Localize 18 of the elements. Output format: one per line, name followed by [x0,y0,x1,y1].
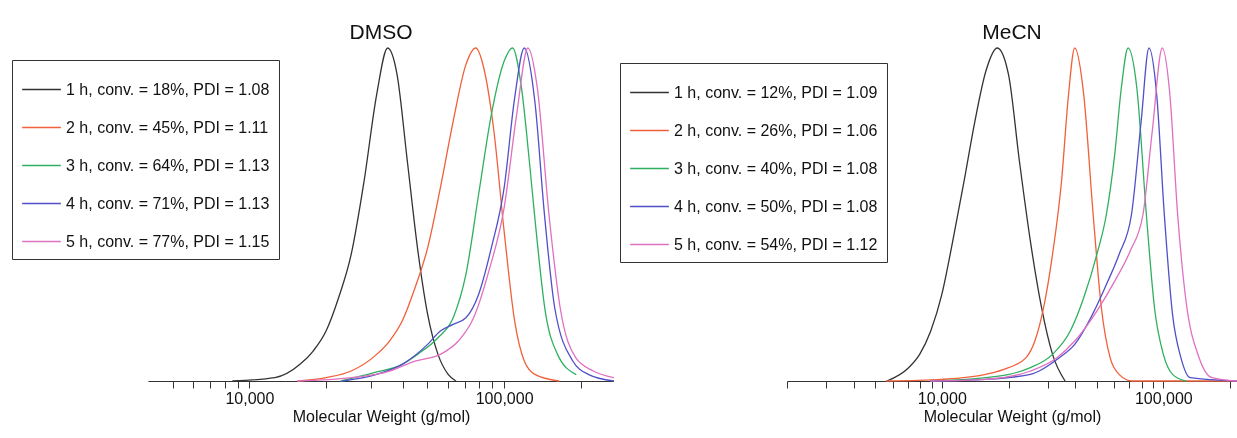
legend-label: 1 h, conv. = 18%, PDI = 1.08 [66,80,270,98]
chart-title: MeCN [982,20,1042,44]
x-tick-label: 100,000 [1134,389,1193,407]
x-tick-label: 10,000 [917,389,967,407]
x-axis-title: Molecular Weight (g/mol) [292,407,471,425]
x-tick-label: 100,000 [475,389,534,407]
legend-label: 1 h, conv. = 12%, PDI = 1.09 [674,83,878,101]
legend-label: 4 h, conv. = 50%, PDI = 1.08 [674,197,878,215]
chart-title: DMSO [349,20,413,44]
legend-label: 5 h, conv. = 54%, PDI = 1.12 [674,235,878,253]
x-tick-label: 10,000 [225,389,275,407]
legend-label: 3 h, conv. = 40%, PDI = 1.08 [674,159,878,177]
legend-label: 4 h, conv. = 71%, PDI = 1.13 [66,194,270,212]
legend-label: 2 h, conv. = 45%, PDI = 1.11 [66,118,269,136]
legend-label: 5 h, conv. = 77%, PDI = 1.15 [66,232,270,250]
legend-label: 3 h, conv. = 64%, PDI = 1.13 [66,156,270,174]
x-axis-title: Molecular Weight (g/mol) [923,407,1102,425]
legend-label: 2 h, conv. = 26%, PDI = 1.06 [674,121,878,139]
